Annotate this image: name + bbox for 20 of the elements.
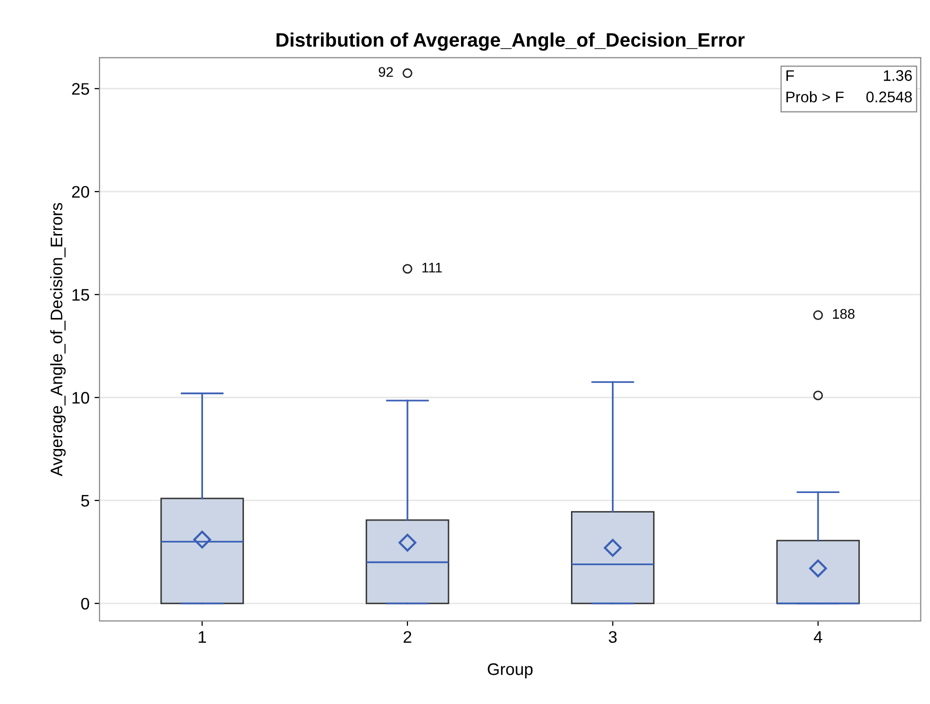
- chart-title: Distribution of Avgerage_Angle_of_Decision_Error: [276, 32, 745, 51]
- y-tick-label: 20: [72, 186, 90, 198]
- annotation: 0.2548: [866, 92, 912, 102]
- annotation: 188: [833, 309, 855, 319]
- annotation: Prob > F: [786, 91, 844, 102]
- annotation: F: [786, 70, 794, 81]
- y-axis-title: Avgerage_Angle_of_Decision_Errors: [50, 202, 66, 476]
- annotation: 92: [378, 67, 393, 77]
- y-tick-label: 5: [81, 495, 90, 507]
- annotation: 1.36: [884, 70, 912, 81]
- y-tick-label: 15: [72, 289, 90, 301]
- annotation: 111: [422, 262, 442, 272]
- x-tick-label: 1: [198, 631, 206, 643]
- x-tick-label: 4: [814, 631, 822, 643]
- x-tick-label: 2: [404, 631, 412, 643]
- x-tick-label: 3: [608, 631, 617, 643]
- y-tick-label: 0: [81, 598, 90, 610]
- y-tick-label: 25: [72, 83, 90, 95]
- y-tick-label: 10: [72, 392, 90, 404]
- x-axis-title: Group: [488, 663, 533, 678]
